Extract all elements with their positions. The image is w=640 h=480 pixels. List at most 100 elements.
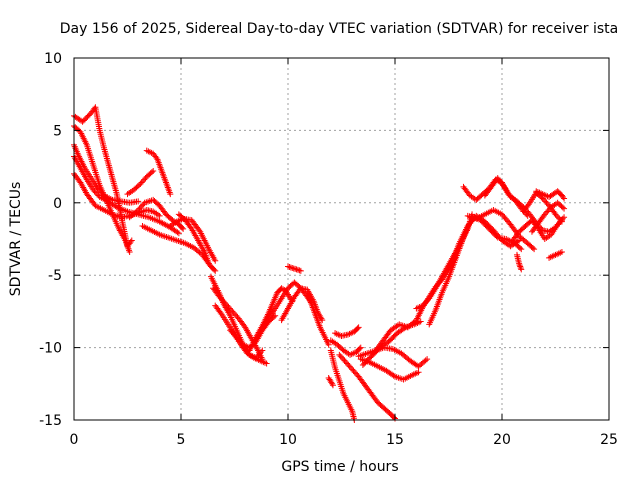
data-point [153,154,160,161]
data-point [465,191,472,198]
data-point [212,257,219,264]
y-tick-label: 0 [53,196,62,212]
data-point [344,360,351,367]
data-point [543,199,550,206]
y-axis-label: SDTVAR / TECUs [8,182,24,297]
data-point [555,214,562,221]
chart-title: Day 156 of 2025, Sidereal Day-to-day VTE… [60,21,618,37]
data-point [137,204,144,211]
data-point [232,333,239,340]
data-point [230,309,237,316]
data-point [222,301,229,308]
data-point [150,167,157,174]
data-point [516,244,523,251]
data-point [336,351,343,358]
data-series [304,291,332,348]
data-point [231,331,238,338]
y-tick-label: 10 [44,51,62,67]
data-point [342,359,349,366]
data-point [356,345,363,352]
data-point [135,198,142,205]
x-axis-label: GPS time / hours [281,459,398,475]
data-point [128,237,135,244]
data-point [561,195,568,202]
data-point [229,330,236,337]
data-point [95,186,102,193]
x-tick-label: 15 [386,432,404,448]
data-series [426,214,525,328]
data-point [525,201,532,208]
data-point [419,302,426,309]
data-point [558,249,565,256]
data-series [528,199,568,235]
data-point [514,238,521,245]
data-point [558,218,565,225]
data-series [332,324,362,340]
data-point [263,360,270,367]
data-point [545,207,552,214]
data-point [422,357,429,364]
data-series [355,344,431,370]
x-tick-label: 20 [493,432,511,448]
data-point [354,325,361,332]
data-point [226,305,233,312]
data-point [97,188,104,195]
data-point [98,189,105,196]
data-point [136,182,143,189]
y-tick-label: 5 [53,123,62,139]
data-point [112,203,119,210]
data-point [424,296,431,303]
data-point [233,334,240,341]
data-point [516,262,523,269]
data-points [71,104,568,423]
data-series [533,188,568,202]
data-series [124,167,157,198]
data-point [541,211,548,218]
data-point [217,295,224,302]
data-point [421,301,428,308]
data-point [220,298,227,305]
data-series [464,207,538,253]
data-point [529,244,536,251]
data-point [94,185,101,192]
data-point [219,296,226,303]
data-point [355,324,362,331]
x-tick-label: 10 [279,432,297,448]
data-point [205,260,212,267]
data-point [500,182,507,189]
data-point [347,364,354,371]
data-series [325,375,336,389]
data-point [231,311,238,318]
data-point [531,246,538,253]
data-point [296,286,303,293]
data-point [175,230,182,237]
data-point [561,214,568,221]
data-point [156,212,163,219]
data-point [543,209,550,216]
data-point [559,204,566,211]
data-point [561,205,568,212]
data-series [327,347,358,423]
data-series [143,147,174,198]
data-point [415,369,422,376]
data-point [351,369,358,376]
data-point [141,176,148,183]
data-point [234,335,241,342]
x-tick-label: 0 [70,432,79,448]
data-point [329,380,336,387]
grid-lines [74,58,609,420]
data-series [126,196,187,232]
data-point [227,327,234,334]
data-point [179,224,186,231]
data-point [138,179,145,186]
x-tick-labels: 0 5 10 15 20 25 [70,432,618,448]
data-point [517,264,524,271]
data-point [221,299,228,306]
data-point [228,306,235,313]
data-point [180,225,187,232]
data-series [520,189,565,225]
axis-ticks [73,57,610,421]
data-point [544,208,551,215]
data-point [424,356,431,363]
